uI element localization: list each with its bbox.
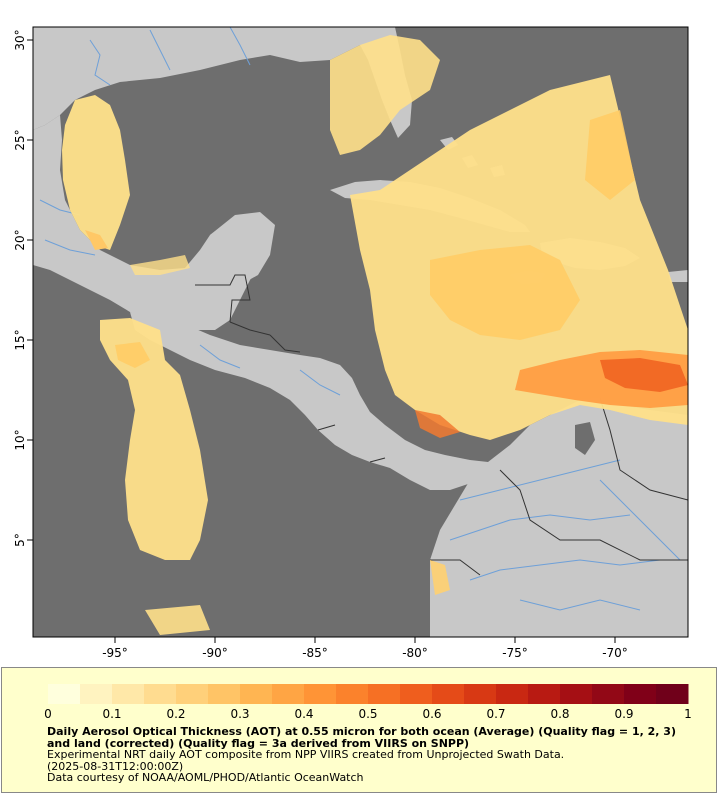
colorbar-swatch <box>240 684 273 704</box>
colorbar-swatch <box>336 684 369 704</box>
aot-map: -95° -90° -85° -80° -75° -70° 30° 25° 20… <box>13 26 689 660</box>
y-tick-label: 25° <box>13 129 27 150</box>
y-tick-label: 10° <box>13 429 27 450</box>
x-tick-label: -85° <box>302 646 328 660</box>
colorbar-tick-label: 0.9 <box>614 707 633 721</box>
colorbar-tick-label: 0.8 <box>550 707 569 721</box>
lake-maracaibo <box>575 422 595 455</box>
caption-line-2: (2025-08-31T12:00:00Z) <box>47 759 184 773</box>
colorbar-swatch <box>48 684 81 704</box>
colorbar-tick-label: 0.4 <box>294 707 313 721</box>
plot-frame <box>32 26 689 638</box>
x-tick-label: -80° <box>402 646 428 660</box>
aot-east-gulf <box>330 35 440 155</box>
x-tick-label: -75° <box>502 646 528 660</box>
colorbar-swatch <box>112 684 145 704</box>
caption: Daily Aerosol Optical Thickness (AOT) at… <box>47 726 687 784</box>
aot-overlay <box>62 35 688 635</box>
colorbar-swatch <box>528 684 561 704</box>
x-axis <box>114 637 616 643</box>
colorbar-swatch <box>80 684 113 704</box>
colorbar-swatch <box>272 684 305 704</box>
colorbar-tick-label: 0.3 <box>230 707 249 721</box>
y-tick-label: 5° <box>13 533 27 547</box>
country-borders <box>195 274 688 576</box>
x-tick-label: -90° <box>202 646 228 660</box>
colorbar-swatch <box>432 684 465 704</box>
colorbar-tick-label: 1 <box>684 707 692 721</box>
y-tick-label: 30° <box>13 29 27 50</box>
caption-line-3: Data courtesy of NOAA/AOML/PHOD/Atlantic… <box>47 771 364 784</box>
us-gulf-coast-land <box>33 27 360 130</box>
x-tick-label: -70° <box>602 646 628 660</box>
y-tick-label: 15° <box>13 329 27 350</box>
colorbar-swatch <box>208 684 241 704</box>
colorbar-swatch <box>176 684 209 704</box>
colorbar-tick-label: 0.6 <box>422 707 441 721</box>
colorbar-tick-label: 0.7 <box>486 707 505 721</box>
colorbar-swatches <box>48 684 689 704</box>
colorbar-swatch <box>560 684 593 704</box>
colorbar-swatch <box>496 684 529 704</box>
colorbar-swatch <box>592 684 625 704</box>
x-tick-label: -95° <box>102 646 128 660</box>
colorbar-swatch <box>464 684 497 704</box>
colorbar-swatch <box>144 684 177 704</box>
caption-line-1: Experimental NRT daily AOT composite fro… <box>47 748 565 761</box>
y-tick-labels: 30° 25° 20° 15° 10° 5° <box>13 29 27 546</box>
x-tick-labels: -95° -90° -85° -80° -75° -70° <box>102 646 628 660</box>
puerto-rico-land <box>668 270 688 282</box>
south-america-land <box>430 398 688 637</box>
colorbar-labels: 0 0.1 0.2 0.3 0.4 0.5 0.6 0.7 0.8 0.9 1 <box>44 707 692 721</box>
mexico-land <box>33 115 265 330</box>
colorbar-swatch <box>400 684 433 704</box>
legend-panel: 0 0.1 0.2 0.3 0.4 0.5 0.6 0.7 0.8 0.9 1 <box>1 667 717 793</box>
colorbar: 0 0.1 0.2 0.3 0.4 0.5 0.6 0.7 0.8 0.9 1 <box>44 684 692 721</box>
central-america-land <box>130 312 500 490</box>
colorbar-tick-label: 0 <box>44 707 52 721</box>
y-axis <box>27 39 33 541</box>
caption-title: Daily Aerosol Optical Thickness (AOT) at… <box>47 725 676 750</box>
colorbar-swatch <box>656 684 689 704</box>
colorbar-swatch <box>368 684 401 704</box>
colorbar-tick-label: 0.1 <box>102 707 121 721</box>
yucatan-land <box>210 212 275 285</box>
aot-pacific-swath <box>100 318 208 560</box>
colorbar-swatch <box>304 684 337 704</box>
colorbar-swatch <box>624 684 657 704</box>
colorbar-tick-label: 0.2 <box>166 707 185 721</box>
colorbar-tick-label: 0.5 <box>358 707 377 721</box>
y-tick-label: 20° <box>13 229 27 250</box>
aot-western-gulf <box>62 95 130 250</box>
